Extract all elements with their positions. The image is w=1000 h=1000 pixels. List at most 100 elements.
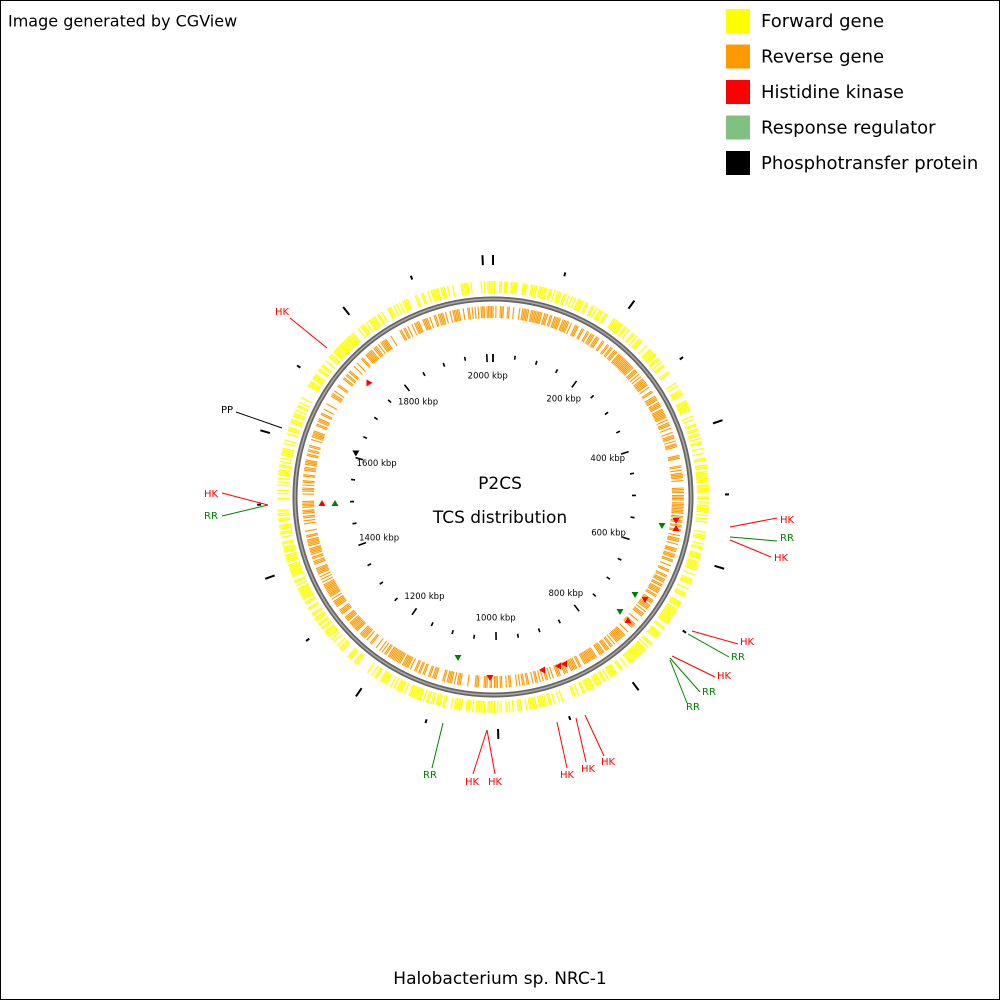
forward-gene — [694, 529, 707, 534]
outer-tick — [682, 629, 687, 634]
forward-gene — [517, 699, 521, 712]
forward-gene — [676, 402, 688, 410]
reverse-gene — [667, 454, 680, 459]
reverse-gene — [407, 325, 414, 338]
forward-gene — [514, 282, 518, 295]
forward-gene — [532, 285, 536, 298]
reverse-gene — [507, 675, 511, 688]
forward-gene — [314, 373, 326, 382]
reverse-gene — [647, 586, 659, 594]
forward-gene — [629, 647, 639, 658]
reverse-gene — [535, 311, 540, 324]
reverse-gene — [652, 576, 665, 583]
forward-gene — [570, 297, 577, 309]
forward-gene — [516, 699, 520, 712]
forward-gene — [290, 420, 303, 426]
forward-gene — [536, 286, 541, 299]
reverse-gene — [477, 675, 480, 688]
inner-tick — [615, 430, 621, 434]
forward-gene — [648, 627, 659, 637]
forward-gene — [295, 409, 307, 416]
reverse-gene — [589, 336, 598, 347]
reverse-gene — [418, 661, 424, 674]
forward-gene — [460, 283, 464, 296]
forward-gene — [692, 452, 705, 457]
forward-gene — [320, 365, 332, 374]
reverse-gene — [671, 509, 684, 512]
reverse-gene — [521, 308, 525, 321]
reverse-gene — [308, 446, 321, 451]
reverse-gene — [648, 401, 660, 409]
forward-gene — [350, 333, 360, 344]
callout-line — [584, 714, 605, 757]
reverse-gene — [551, 316, 557, 329]
reverse-gene — [480, 306, 483, 319]
reverse-gene — [303, 474, 316, 477]
forward-gene — [593, 309, 601, 321]
forward-gene — [524, 698, 528, 711]
reverse-gene — [305, 460, 318, 464]
reverse-gene — [405, 656, 413, 668]
inner-tick — [590, 394, 595, 399]
reverse-gene — [639, 386, 650, 395]
forward-gene — [684, 565, 697, 571]
forward-gene — [427, 691, 433, 704]
forward-gene — [696, 507, 709, 510]
reverse-gene — [608, 632, 618, 643]
reverse-gene — [578, 653, 586, 665]
inner-tick — [513, 355, 517, 360]
forward-gene — [541, 694, 546, 707]
reverse-gene — [380, 342, 389, 353]
reverse-gene — [663, 551, 675, 557]
forward-gene — [663, 608, 674, 617]
forward-gene — [555, 690, 561, 703]
callout-line — [687, 633, 730, 658]
outer-tick — [305, 637, 310, 642]
reverse-gene — [367, 352, 377, 363]
forward-gene — [611, 320, 620, 332]
forward-gene — [607, 317, 615, 329]
inner-tick — [463, 356, 467, 361]
forward-gene — [458, 698, 462, 711]
forward-gene — [280, 457, 293, 461]
reverse-gene — [305, 532, 318, 537]
forward-gene — [437, 694, 442, 706]
reverse-gene — [474, 675, 477, 688]
forward-gene — [382, 672, 390, 684]
reverse-gene — [530, 310, 534, 323]
reverse-gene — [514, 674, 518, 687]
inner-tick — [442, 362, 446, 367]
reverse-gene — [390, 335, 398, 347]
reverse-gene — [418, 320, 424, 333]
forward-gene — [661, 611, 673, 619]
reverse-gene — [671, 506, 684, 509]
forward-gene — [689, 551, 702, 557]
reverse-gene — [468, 307, 472, 320]
forward-gene — [361, 324, 370, 336]
reverse-gene — [538, 312, 543, 325]
reverse-gene — [483, 306, 486, 319]
forward-gene — [353, 652, 363, 663]
reverse-gene — [509, 675, 512, 688]
forward-gene — [683, 569, 695, 576]
forward-gene — [666, 603, 678, 611]
forward-gene — [688, 554, 701, 560]
forward-gene — [509, 281, 513, 294]
reverse-gene — [351, 617, 361, 626]
forward-gene — [480, 281, 483, 294]
forward-gene — [284, 439, 297, 444]
forward-gene — [679, 577, 692, 584]
reverse-gene — [475, 675, 479, 688]
forward-gene — [583, 679, 591, 691]
forward-gene — [281, 452, 294, 457]
forward-gene — [695, 467, 708, 471]
reverse-gene — [443, 669, 448, 682]
reverse-gene — [323, 579, 335, 586]
reverse-gene — [595, 340, 604, 351]
forward-gene — [308, 603, 320, 611]
map-subtitle: TCS distribution — [432, 508, 567, 528]
reverse-gene — [429, 316, 435, 329]
forward-gene — [645, 353, 656, 363]
reverse-gene — [303, 475, 316, 478]
forward-gene — [433, 288, 439, 301]
